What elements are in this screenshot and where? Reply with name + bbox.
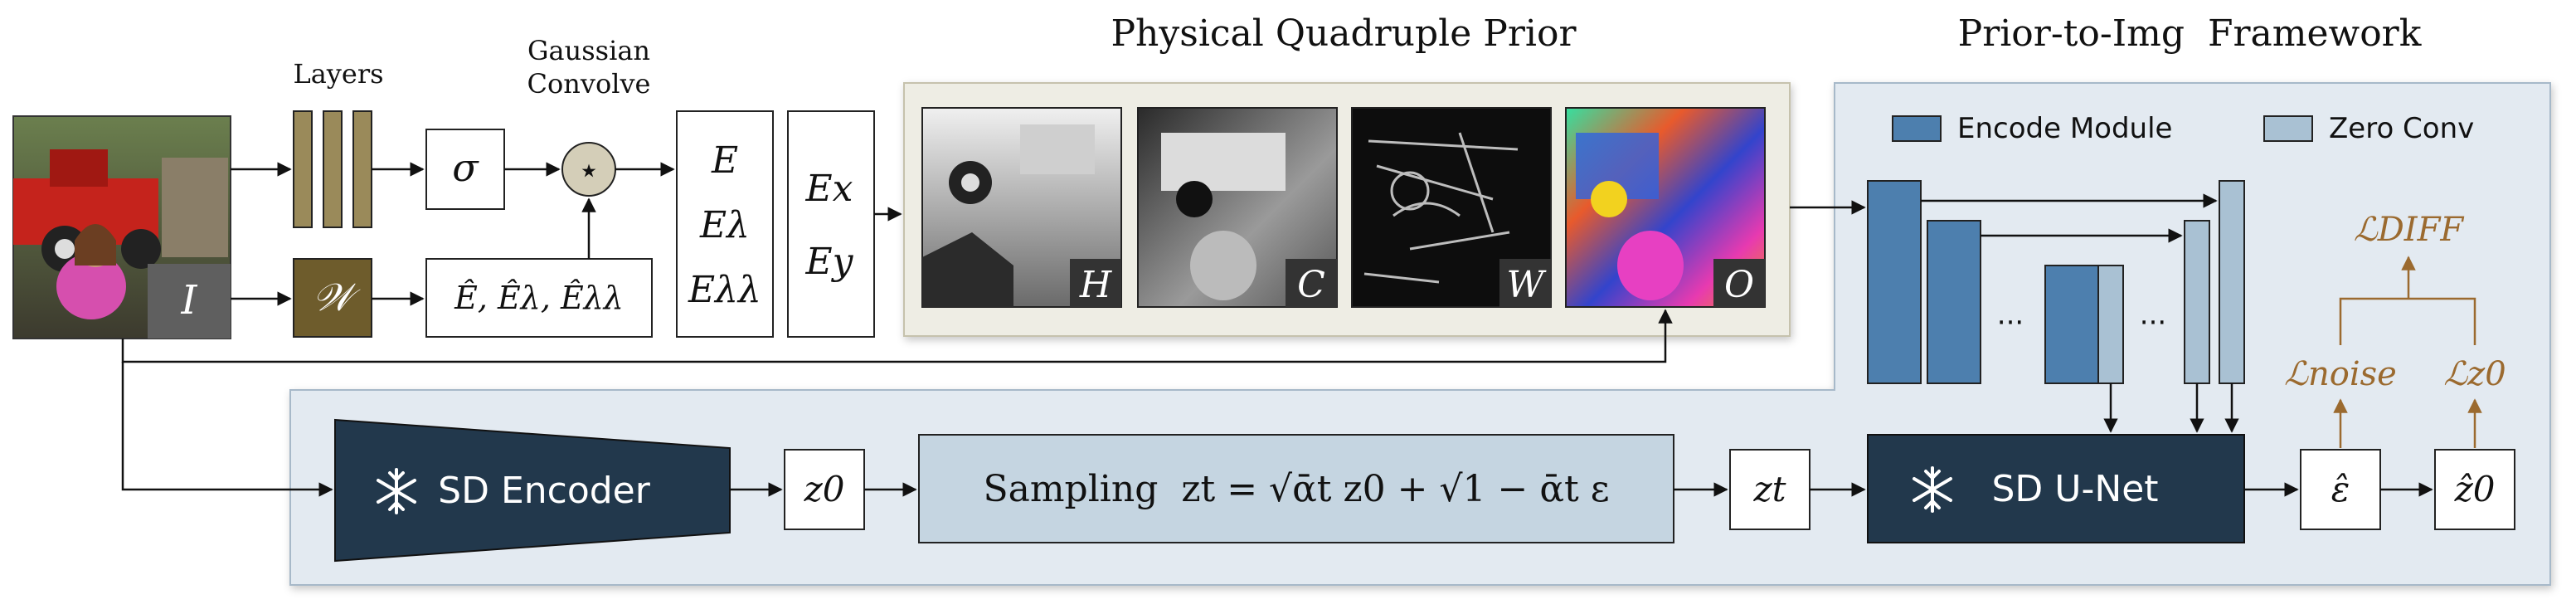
prior-map-h-label: H — [1079, 264, 1113, 306]
prior-map-o: O — [1565, 107, 1766, 308]
loss-z0: ℒz0 — [2443, 355, 2506, 393]
sigma-symbol: σ — [452, 145, 479, 190]
flow-arrows — [121, 162, 2433, 497]
layers-label: Layers — [293, 58, 383, 90]
e-term-0: E — [711, 139, 738, 182]
w-box — [293, 258, 372, 338]
z0-hat-box — [2434, 449, 2515, 530]
input-image: I — [12, 115, 231, 339]
e-box — [676, 110, 774, 338]
prior-map-c-label: C — [1297, 264, 1325, 306]
sd-encoder-block — [334, 418, 731, 563]
prior-map-c: C — [1137, 107, 1338, 308]
prior-map-o-label: O — [1724, 264, 1754, 306]
legend-zero-swatch — [2263, 115, 2313, 142]
eps-hat-box — [2300, 449, 2381, 530]
e-term-2: Eλλ — [688, 269, 761, 311]
zt-box — [1729, 449, 1810, 530]
prior-map-w-label: W — [1506, 264, 1547, 306]
ehat-box — [425, 258, 653, 338]
z0-label: z0 — [804, 469, 845, 509]
loss-diff: ℒDIFF — [2354, 211, 2464, 249]
e-term-1: Eλ — [699, 204, 750, 246]
sd-encoder-label: SD Encoder — [438, 470, 651, 512]
sampling-formula: Sampling zt = √ᾱt z0 + √1 − ᾱt ε — [983, 468, 1609, 510]
ellipsis-2: ··· — [2140, 306, 2166, 339]
title-framework: Prior-to-Img Framework — [1958, 12, 2422, 55]
eps-hat-label: ε̂ — [2331, 469, 2350, 509]
encode-module-stack — [1867, 180, 2245, 384]
layers-block — [293, 110, 372, 228]
loss-noise: ℒnoise — [2284, 355, 2397, 393]
exy-term-1: Ey — [805, 241, 854, 283]
input-symbol: I — [181, 277, 198, 324]
ellipsis-1: ··· — [1997, 306, 2024, 339]
ehat-terms: Ê, Êλ, Êλλ — [454, 280, 624, 316]
exy-term-0: Ex — [805, 168, 853, 210]
legend-encode-swatch — [1892, 115, 1942, 142]
convolve-symbol: ⋆ — [577, 149, 600, 192]
sd-unet-label: SD U-Net — [1991, 468, 2158, 510]
prior-map-h: H — [921, 107, 1122, 308]
legend-zero-label: Zero Conv — [2329, 112, 2474, 145]
title-prior: Physical Quadruple Prior — [1111, 12, 1577, 55]
prior-map-w: W — [1351, 107, 1552, 308]
zt-label: zt — [1752, 469, 1786, 509]
gaussian-label-2: Convolve — [527, 68, 651, 100]
exy-box — [787, 110, 875, 338]
snowflake-icon — [1913, 466, 1952, 513]
gaussian-label-1: Gaussian — [527, 35, 650, 66]
loss-arrows — [2333, 256, 2482, 448]
z0-box — [784, 449, 865, 530]
snowflake-icon — [377, 468, 416, 514]
z0-hat-label: ẑ0 — [2454, 469, 2496, 509]
sampling-box — [918, 434, 1674, 543]
legend-encode-label: Encode Module — [1957, 112, 2172, 145]
